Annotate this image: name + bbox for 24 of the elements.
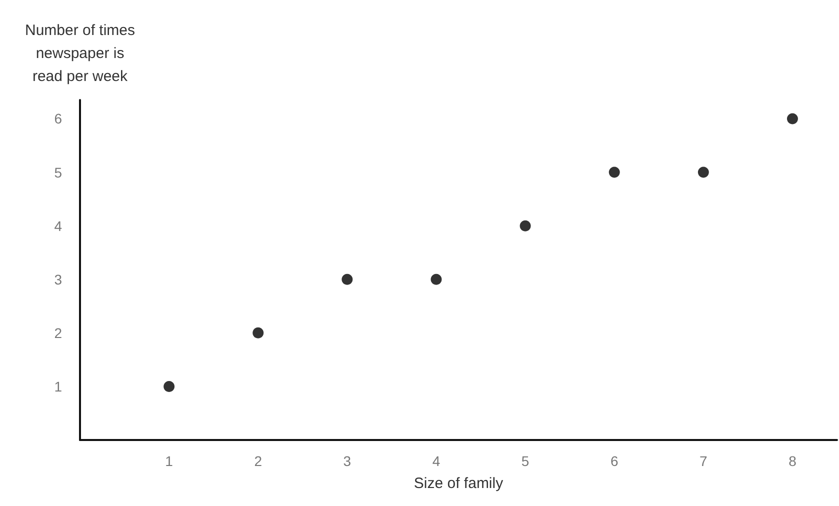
y-tick-label: 4 [54, 218, 62, 234]
point [786, 113, 798, 124]
x-tick-label: 3 [343, 453, 352, 469]
x-tick-label: 8 [788, 453, 797, 469]
y-tick-label: 2 [54, 324, 62, 341]
y-tick-label: 3 [54, 271, 62, 288]
point [430, 274, 442, 285]
y-axis-title: Number of times newspaper is read per week [24, 22, 136, 85]
point [164, 380, 175, 392]
point [608, 166, 620, 178]
x-tick-label: 6 [610, 453, 618, 469]
x-tick-label: 2 [254, 453, 262, 469]
x-tick-label: 4 [432, 453, 440, 469]
x-axis-title: Size of family [414, 475, 504, 492]
point [252, 327, 264, 338]
y-tick-label: 6 [54, 110, 62, 127]
x-tick-label: 5 [521, 453, 530, 469]
y-tick-label: 5 [54, 164, 62, 180]
point [520, 220, 531, 232]
x-tick-label: 7 [700, 453, 708, 469]
x-tick-label: 1 [165, 453, 174, 469]
y-tick-label: 1 [54, 378, 62, 394]
point [342, 274, 353, 285]
point [698, 166, 709, 178]
